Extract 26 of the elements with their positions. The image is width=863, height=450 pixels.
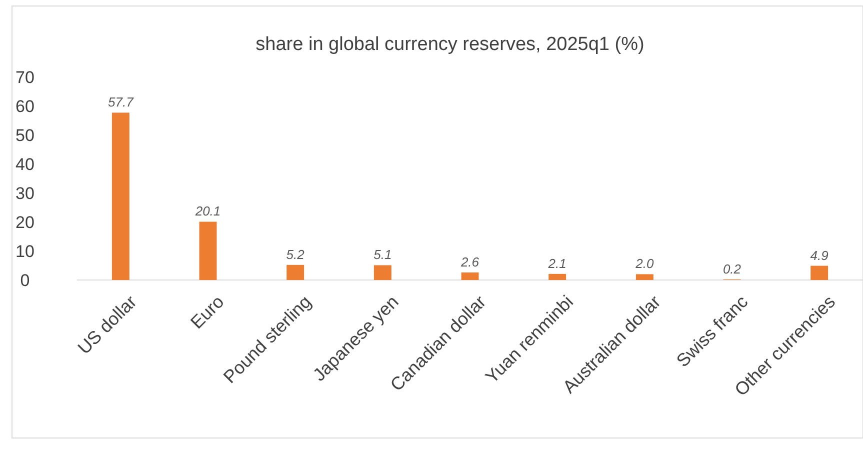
y-tick-label: 0 xyxy=(20,270,30,290)
data-label: 2.1 xyxy=(547,256,566,271)
y-tick-label: 10 xyxy=(16,242,34,261)
bar xyxy=(199,222,217,280)
bar xyxy=(810,266,828,280)
data-label: 4.9 xyxy=(810,248,828,263)
bar xyxy=(112,112,130,280)
data-label: 5.1 xyxy=(374,247,392,262)
y-tick-label: 20 xyxy=(16,212,34,232)
data-label: 0.2 xyxy=(722,261,742,276)
y-tick-label: 50 xyxy=(16,126,34,145)
data-label: 2.0 xyxy=(634,256,654,272)
data-label: 20.1 xyxy=(194,204,221,219)
data-label: 5.2 xyxy=(286,246,306,262)
data-label: 57.7 xyxy=(108,94,134,110)
data-label: 2.6 xyxy=(460,254,480,270)
bar xyxy=(461,272,479,280)
y-tick-label: 70 xyxy=(16,68,34,87)
bar xyxy=(636,274,654,280)
y-tick-label: 40 xyxy=(16,154,34,174)
chart-title: share in global currency reserves, 2025q1 (%) xyxy=(256,34,644,55)
bar xyxy=(374,265,392,280)
bar xyxy=(548,274,566,280)
bar xyxy=(286,264,304,280)
y-tick-label: 30 xyxy=(16,184,34,203)
y-tick-label: 60 xyxy=(16,96,34,116)
